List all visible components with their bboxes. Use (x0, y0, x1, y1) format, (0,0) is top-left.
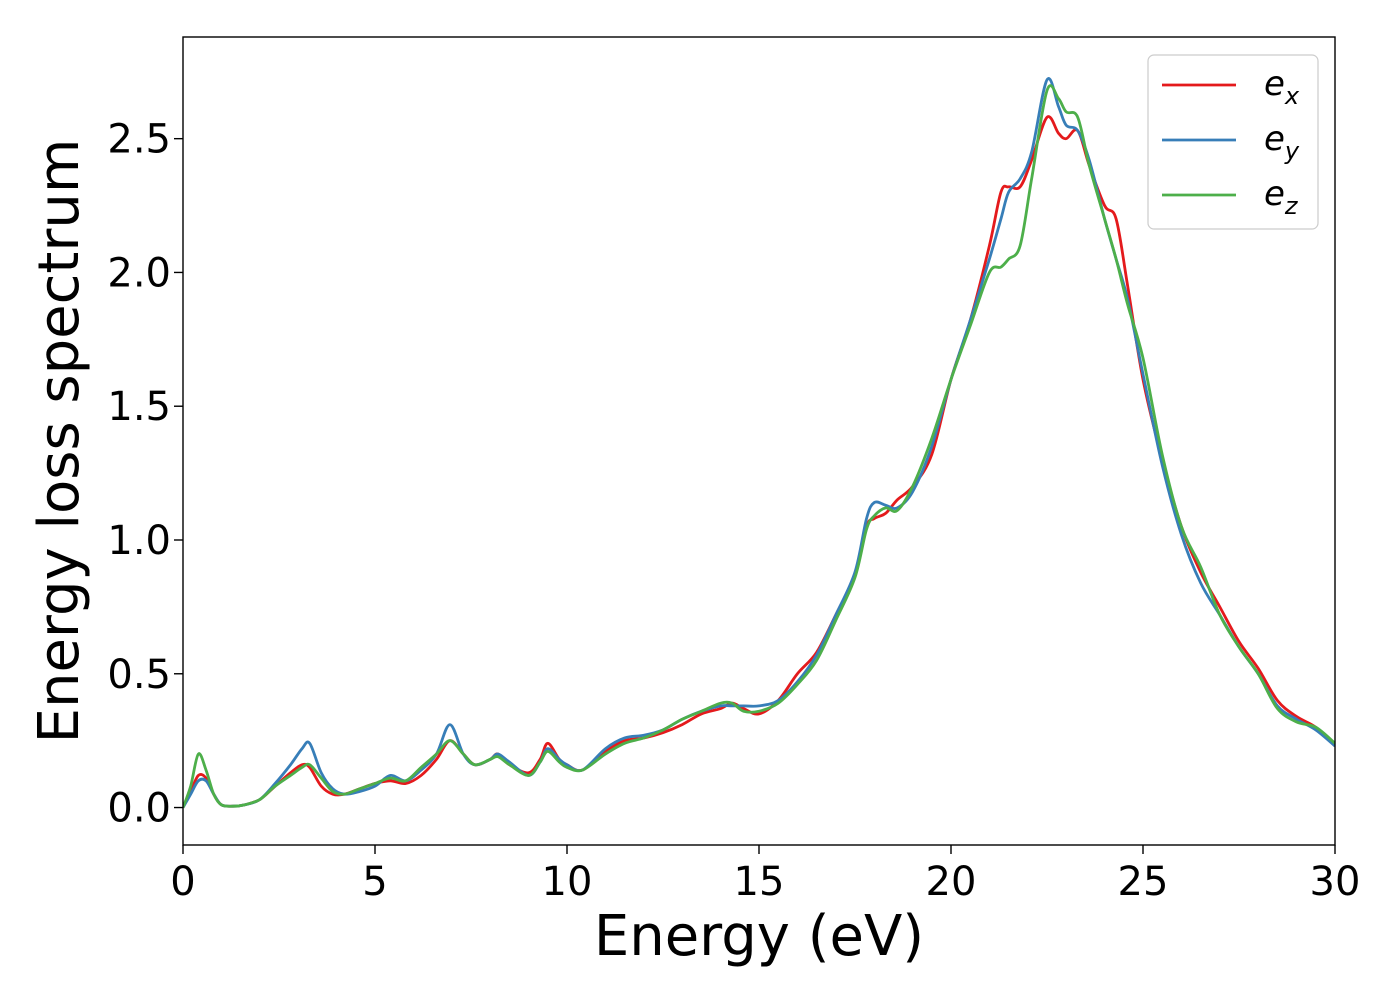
legend-label-z: ez (1264, 174, 1299, 220)
x-tick-label: 20 (926, 859, 977, 905)
x-tick-label: 15 (734, 859, 785, 905)
legend-box (1147, 54, 1319, 230)
y-tick-label: 2.5 (107, 117, 171, 163)
y-tick-label: 2.0 (107, 250, 171, 296)
legend-label-x: ex (1264, 64, 1300, 110)
y-tick-label: 0.0 (107, 786, 171, 832)
series-line-z (183, 84, 1335, 809)
x-axis: 0 5 10 15 20 25 30 (170, 845, 1360, 905)
x-tick-label: 0 (170, 859, 195, 905)
x-tick-label: 10 (542, 859, 593, 905)
legend: ex ey ez (1147, 54, 1319, 230)
y-tick-label: 1.5 (107, 384, 171, 430)
x-tick-label: 5 (362, 859, 387, 905)
legend-label-y: ey (1264, 119, 1300, 165)
y-tick-label: 1.0 (107, 518, 171, 564)
x-axis-title: Energy (eV) (594, 904, 924, 969)
y-axis-title: Energy loss spectrum (27, 139, 92, 744)
x-tick-label: 30 (1310, 859, 1361, 905)
x-tick-label: 25 (1118, 859, 1169, 905)
series-layer (183, 77, 1335, 809)
y-axis: 0.0 0.5 1.0 1.5 2.0 2.5 (107, 117, 183, 832)
y-tick-label: 0.5 (107, 652, 171, 698)
